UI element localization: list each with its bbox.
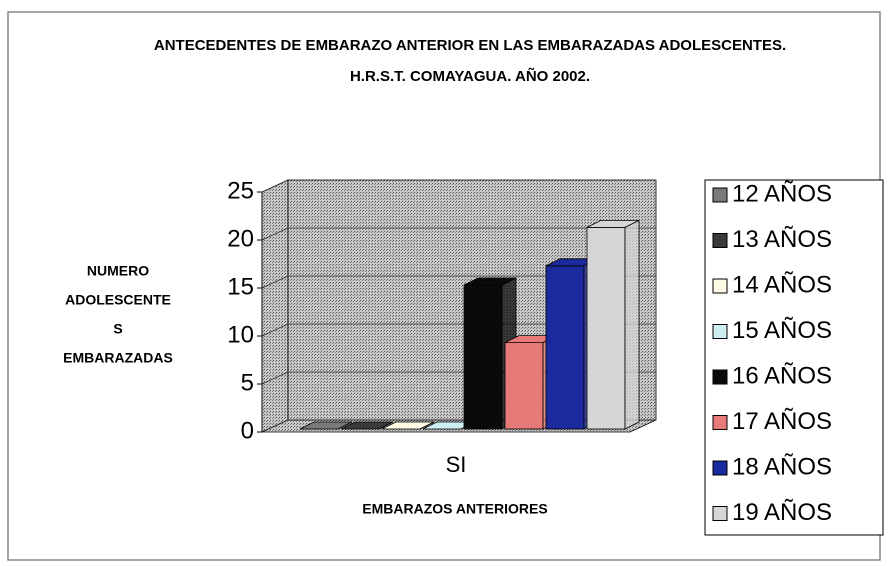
bar-side: [337, 421, 353, 430]
legend-swatch: [712, 278, 728, 294]
bar-front: [504, 342, 544, 430]
y-axis-label: S: [113, 321, 122, 337]
legend-label: 15 AÑOS: [732, 317, 832, 344]
legend-swatch: [712, 233, 728, 248]
y-tick-label: 25: [227, 177, 254, 204]
legend-label: 18 AÑOS: [732, 453, 832, 480]
bar: [586, 219, 640, 430]
legend-swatch: [712, 187, 728, 203]
grid-line-side: [261, 419, 289, 433]
bar-side: [624, 219, 640, 430]
legend-label: 17 AÑOS: [732, 408, 832, 435]
chart-title: ANTECEDENTES DE EMBARAZO ANTERIOR EN LAS…: [153, 37, 787, 85]
bar: [299, 421, 353, 430]
legend-swatch: [712, 324, 728, 339]
y-tick-label: 15: [227, 273, 254, 300]
legend-label: 12 AÑOS: [732, 180, 832, 207]
y-tick-label: 20: [227, 225, 254, 252]
bar-front: [463, 284, 503, 430]
legend-label: 19 AÑOS: [732, 499, 832, 526]
bar: [381, 421, 435, 430]
grid-line-side: [261, 227, 289, 241]
legend-swatch: [712, 415, 728, 430]
bar-side: [419, 421, 435, 430]
bar-side: [378, 421, 394, 430]
grid-line-side: [261, 323, 289, 337]
legend-swatch: [712, 369, 728, 385]
legend-label: 13 AÑOS: [732, 226, 832, 253]
y-axis-label: NUMERO: [87, 263, 149, 279]
legend-swatch: [712, 506, 728, 521]
grid-line-side: [261, 275, 289, 289]
bar-front: [545, 265, 585, 430]
bar: [340, 421, 394, 430]
legend-box: [704, 179, 884, 536]
bar-front: [586, 226, 626, 430]
y-tick-label: 5: [241, 369, 254, 396]
grid-line-side: [261, 371, 289, 385]
x-tick-label: SI: [446, 452, 467, 477]
x-axis-label: EMBARAZOS ANTERIORES: [362, 501, 547, 517]
side-wall: [261, 179, 289, 433]
y-tick-label: 10: [227, 321, 254, 348]
legend-label: 14 AÑOS: [732, 271, 832, 298]
y-tick-label: 0: [241, 417, 254, 444]
grid-line-side: [261, 179, 289, 193]
legend-label: 16 AÑOS: [732, 362, 832, 389]
y-axis-label: EMBARAZADAS: [63, 350, 173, 366]
y-axis-label: ADOLESCENTE: [65, 292, 171, 308]
legend-swatch: [712, 460, 728, 476]
